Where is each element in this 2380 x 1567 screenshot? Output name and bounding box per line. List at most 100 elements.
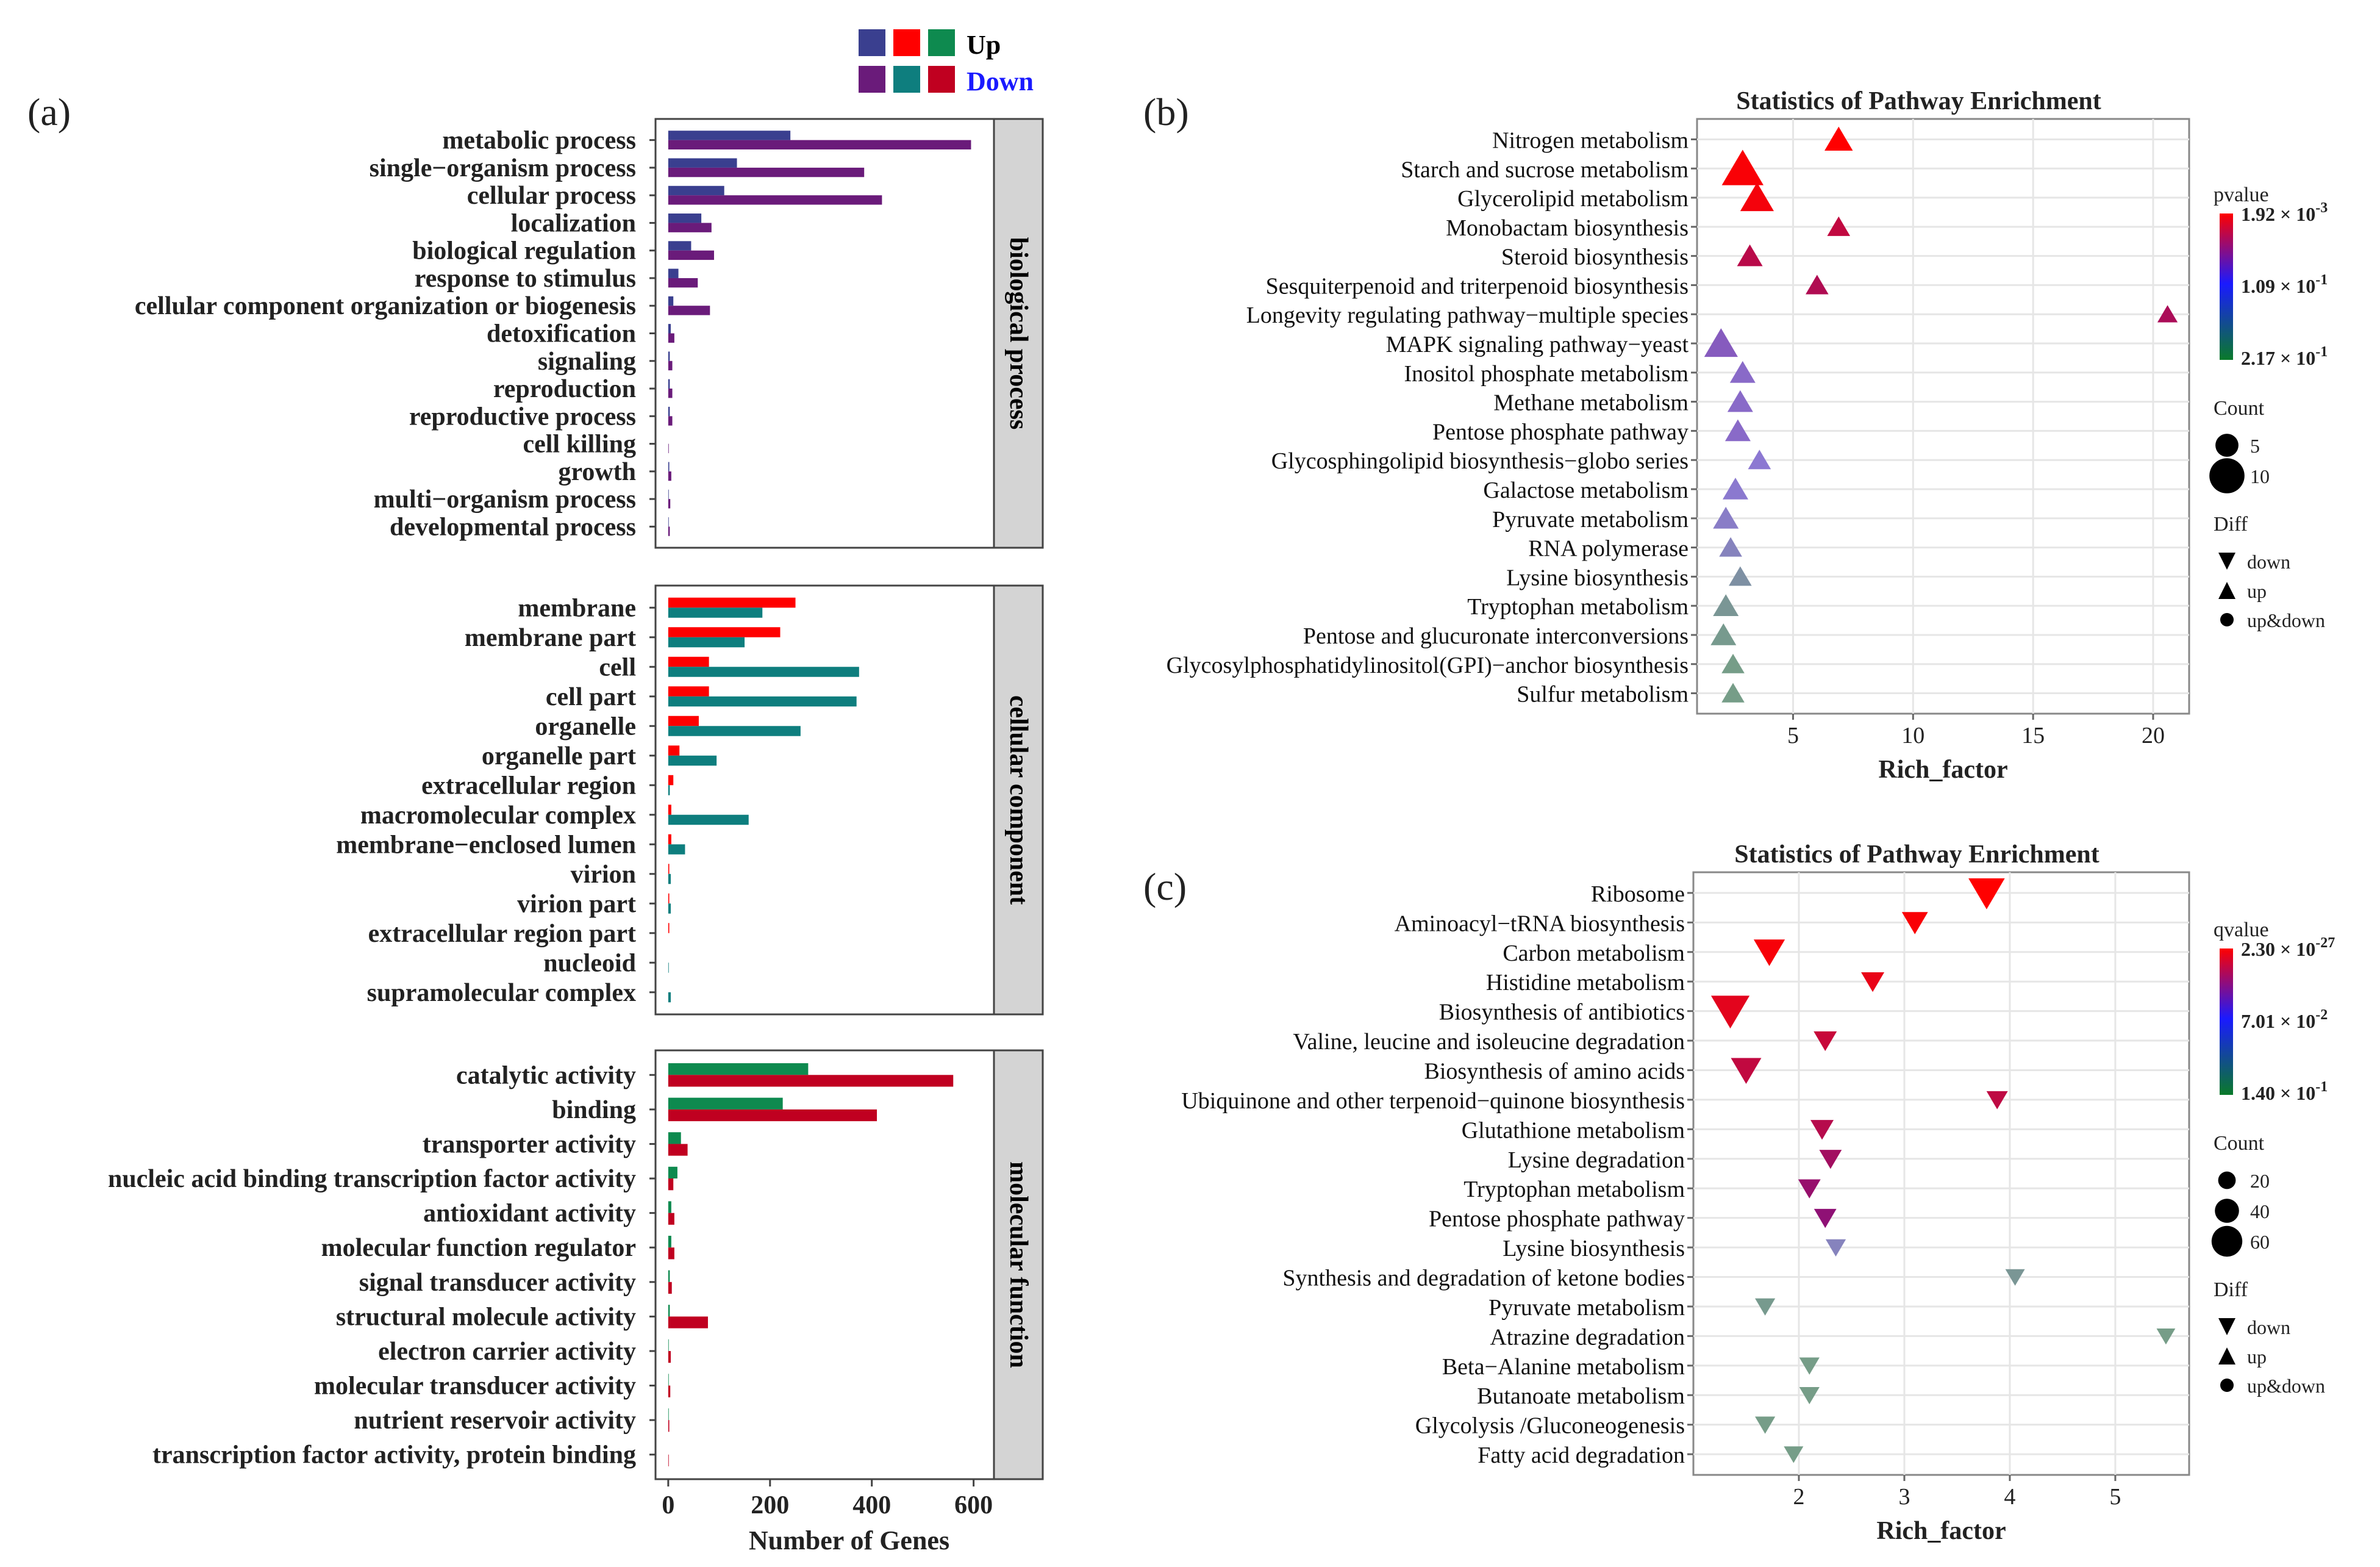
size-legend-dot bbox=[2209, 458, 2245, 493]
bar-down bbox=[668, 873, 671, 884]
bar-down bbox=[668, 167, 865, 177]
bar-down bbox=[668, 499, 671, 509]
x-tick-label: 200 bbox=[751, 1491, 789, 1519]
pathway-label: Inositol phosphate metabolism bbox=[1404, 361, 1689, 387]
pathway-label: Galactose metabolism bbox=[1483, 478, 1689, 503]
category-label: signaling bbox=[538, 348, 636, 376]
enrichment-point bbox=[1825, 1239, 1846, 1257]
category-label: developmental process bbox=[390, 513, 636, 541]
enrichment-point bbox=[1755, 1416, 1776, 1434]
category-label: binding bbox=[552, 1096, 636, 1124]
category-label: localization bbox=[511, 209, 636, 237]
shape-legend-both bbox=[2220, 1379, 2234, 1392]
pathway-label: Glycosphingolipid biosynthesis−globo ser… bbox=[1271, 448, 1689, 474]
x-axis-title: Number of Genes bbox=[749, 1526, 949, 1555]
bar-down bbox=[668, 278, 698, 288]
enrichment-point bbox=[1753, 939, 1785, 966]
pathway-label: Synthesis and degradation of ketone bodi… bbox=[1282, 1266, 1685, 1291]
pathway-label: Steroid biosynthesis bbox=[1501, 245, 1689, 270]
bar-down bbox=[668, 1178, 674, 1191]
pathway-label: Atrazine degradation bbox=[1490, 1324, 1685, 1350]
bar-up bbox=[668, 1235, 671, 1248]
category-label: virion bbox=[571, 861, 636, 889]
colorbar-label: 1.92 × 10-3 bbox=[2241, 200, 2328, 225]
bar-up bbox=[668, 656, 709, 667]
category-label: supramolecular complex bbox=[367, 979, 636, 1007]
bar-down bbox=[668, 637, 745, 648]
category-label: reproduction bbox=[493, 375, 636, 403]
colorbar-label: 1.40 × 10-1 bbox=[2241, 1079, 2328, 1104]
category-label: multi−organism process bbox=[374, 486, 636, 514]
category-label: macromolecular complex bbox=[360, 801, 636, 830]
enrichment-point bbox=[1824, 126, 1853, 151]
category-label: nucleic acid binding transcription facto… bbox=[108, 1165, 636, 1193]
category-label: detoxification bbox=[487, 320, 636, 348]
category-label: cell bbox=[599, 653, 636, 681]
pathway-label: Lysine degradation bbox=[1508, 1147, 1685, 1173]
bar-up bbox=[668, 158, 737, 168]
x-axis-title: Rich_factor bbox=[1878, 756, 2007, 784]
bar-up bbox=[668, 1063, 809, 1075]
shape-legend-label: down bbox=[2247, 551, 2290, 573]
pathway-label: MAPK signaling pathway−yeast bbox=[1386, 332, 1689, 357]
category-label: transporter activity bbox=[423, 1130, 636, 1158]
pathway-label: Pentose phosphate pathway bbox=[1432, 419, 1689, 445]
bar-up bbox=[668, 1270, 670, 1282]
category-label: biological regulation bbox=[412, 237, 636, 265]
bar-up bbox=[668, 627, 781, 637]
enrichment-point bbox=[1798, 1179, 1821, 1199]
category-label: membrane part bbox=[465, 624, 636, 652]
x-tick-label: 5 bbox=[1787, 723, 1799, 748]
bar-down bbox=[668, 526, 670, 536]
pathway-label: Ribosome bbox=[1591, 881, 1685, 907]
enrichment-point bbox=[1827, 216, 1851, 236]
category-label: nucleoid bbox=[543, 949, 636, 977]
size-legend-label: 20 bbox=[2250, 1170, 2270, 1192]
colorbar-title: qvalue bbox=[2214, 919, 2269, 941]
x-axis-title: Rich_factor bbox=[1876, 1517, 2006, 1545]
bar-down bbox=[668, 726, 801, 736]
pathway-label: Nitrogen metabolism bbox=[1492, 127, 1689, 153]
enrichment-point bbox=[1814, 1031, 1837, 1052]
plot-frame bbox=[1692, 871, 2190, 1476]
facet-strip bbox=[993, 118, 1044, 549]
pathway-label: Fatty acid degradation bbox=[1478, 1443, 1685, 1468]
enrichment-point bbox=[1724, 419, 1751, 442]
bar-down bbox=[668, 696, 857, 707]
enrichment-point bbox=[1704, 328, 1738, 357]
category-label: cellular process bbox=[467, 182, 636, 210]
pathway-label: Pyruvate metabolism bbox=[1488, 1295, 1685, 1321]
pathway-label: Tryptophan metabolism bbox=[1467, 594, 1689, 620]
facet-frame bbox=[654, 584, 995, 1016]
category-label: membrane bbox=[518, 594, 636, 622]
category-label: transcription factor activity, protein b… bbox=[152, 1441, 636, 1469]
enrichment-point bbox=[2005, 1269, 2025, 1286]
pathway-label: Lysine biosynthesis bbox=[1503, 1236, 1685, 1261]
size-legend-dot bbox=[2215, 1199, 2239, 1223]
enrichment-point bbox=[1721, 683, 1745, 703]
enrichment-point bbox=[1799, 1386, 1820, 1405]
bar-up bbox=[668, 923, 670, 933]
bar-up bbox=[668, 489, 669, 500]
size-legend-label: 40 bbox=[2250, 1200, 2270, 1222]
pathway-label: Starch and sucrose metabolism bbox=[1401, 157, 1689, 182]
panel-label-b: (b) bbox=[1143, 90, 1189, 134]
category-label: catalytic activity bbox=[456, 1061, 636, 1089]
enrichment-point bbox=[1755, 1298, 1776, 1316]
enrichment-point bbox=[1729, 566, 1752, 586]
enrichment-point bbox=[2157, 305, 2178, 323]
enrichment-point bbox=[1806, 274, 1829, 295]
category-label: antioxidant activity bbox=[423, 1200, 636, 1228]
pathway-label: Histidine metabolism bbox=[1486, 970, 1685, 995]
enrichment-point bbox=[1740, 182, 1774, 212]
bar-down bbox=[668, 223, 712, 232]
bar-up bbox=[668, 1305, 670, 1317]
x-tick-label: 4 bbox=[2004, 1484, 2015, 1510]
colorbar-label: 2.30 × 10-27 bbox=[2241, 935, 2335, 960]
facet-biological-process: biological process metabolic processsingl… bbox=[135, 118, 1044, 549]
pathway-label: Ubiquinone and other terpenoid−quinone b… bbox=[1181, 1088, 1685, 1114]
bar-down bbox=[668, 1247, 674, 1260]
category-label: membrane−enclosed lumen bbox=[336, 831, 636, 859]
